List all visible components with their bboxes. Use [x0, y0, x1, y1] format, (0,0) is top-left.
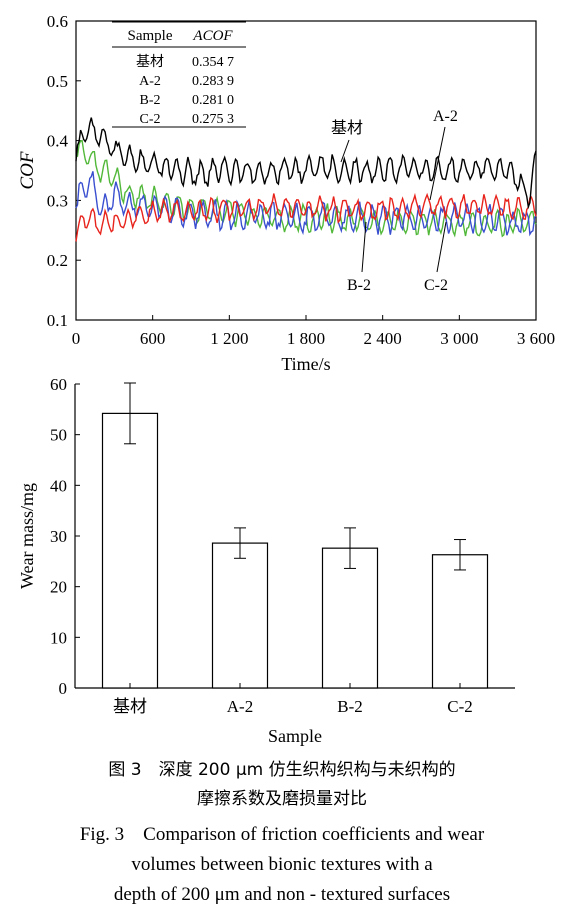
- y-axis-label: COF: [17, 151, 38, 189]
- series-line-A-2: [75, 192, 537, 242]
- table-cell-acof: 0.283 9: [192, 74, 234, 89]
- caption-en-line2: volumes between bionic textures with a: [131, 854, 433, 875]
- caption-en-line3: depth of 200 μm and non - textured surfa…: [113, 884, 451, 905]
- table-cell-sample: B-2: [140, 93, 161, 108]
- y-tick-label: 40: [50, 476, 67, 495]
- table-cell-sample: 基材: [136, 53, 164, 70]
- caption-cn-line1: 图 3 深度 200 μm 仿生织构织构与未织构的: [108, 760, 456, 780]
- y-tick-label: 0.6: [47, 12, 68, 31]
- table-cell-sample: C-2: [140, 112, 161, 127]
- x-tick-label: 1 200: [210, 329, 248, 348]
- series-line-B-2: [75, 171, 537, 237]
- annotation-label: B-2: [347, 277, 371, 294]
- table-cell-acof: 0.354 7: [192, 55, 234, 70]
- y-tick-label: 0.4: [47, 132, 69, 151]
- x-axis-label: Time/s: [281, 354, 330, 374]
- annotation-leader: [340, 139, 350, 163]
- x-tick-label: 2 400: [364, 329, 402, 348]
- annotation-leader: [429, 126, 446, 201]
- x-tick-label: 0: [72, 329, 81, 348]
- annotation-leader: [361, 221, 367, 273]
- y-tick-label: 50: [50, 426, 67, 445]
- y-tick-label: 30: [50, 527, 67, 546]
- annotation-label: C-2: [424, 277, 448, 294]
- x-tick-label: 3 600: [517, 329, 555, 348]
- series-line-基材: [75, 117, 537, 210]
- y-tick-label: 0.1: [47, 311, 68, 330]
- caption-cn-line2: 摩擦系数及磨损量对比: [197, 789, 367, 809]
- y-tick-label: 10: [50, 628, 67, 647]
- bar-基材: [101, 412, 159, 689]
- table-header-sample: Sample: [128, 28, 173, 44]
- table-header-acof: ACOF: [192, 28, 233, 44]
- x-tick-label: B-2: [337, 697, 363, 716]
- y-tick-label: 0.5: [47, 72, 68, 91]
- bar-A-2: [211, 542, 269, 689]
- bar-C-2: [431, 554, 489, 689]
- x-axis-label: Sample: [268, 726, 322, 746]
- annotation-label: A-2: [433, 108, 458, 125]
- wear-bar-chart: 0 10 20 30 40 50 60 基材 A-2 B-2 C-2 Sample Wear mass/…: [17, 375, 515, 746]
- y-tick-label: 0: [59, 679, 68, 698]
- x-tick-label: 3 000: [440, 329, 478, 348]
- y-tick-label: 0.2: [47, 251, 68, 270]
- caption-en-line1: Fig. 3 Comparison of friction coefficien…: [79, 824, 485, 845]
- y-tick-label: 60: [50, 375, 67, 394]
- y-tick-label: 20: [50, 578, 67, 597]
- x-tick-label: C-2: [447, 697, 473, 716]
- bar-B-2: [321, 547, 379, 689]
- cof-line-chart: 0 600 1 200 1 800 2 400 3 000 3 600 0.1 0.2 0.3 0.…: [17, 12, 555, 374]
- table-cell-acof: 0.275 3: [192, 112, 234, 127]
- table-cell-sample: A-2: [139, 74, 161, 89]
- annotation-leader: [436, 221, 447, 273]
- x-tick-label: 1 800: [287, 329, 325, 348]
- x-tick-label: 基材: [113, 697, 147, 717]
- table-cell-acof: 0.281 0: [192, 93, 234, 108]
- y-axis-label: Wear mass/mg: [17, 483, 37, 589]
- y-tick-label: 0.3: [47, 191, 68, 210]
- x-tick-label: A-2: [227, 697, 253, 716]
- annotation-label: 基材: [331, 118, 363, 137]
- x-tick-label: 600: [140, 329, 166, 348]
